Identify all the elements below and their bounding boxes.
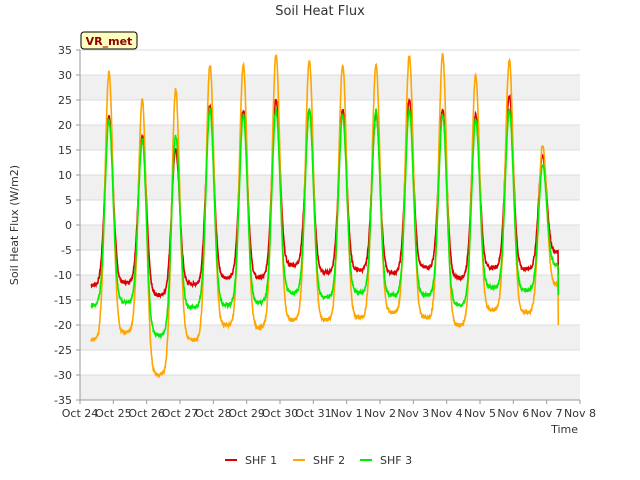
band (80, 300, 580, 325)
y-tick-label: -35 (54, 394, 72, 407)
legend-label: SHF 3 (380, 454, 412, 467)
band (80, 50, 580, 75)
x-tick-label: Nov 6 (497, 407, 529, 420)
y-tick-label: 25 (58, 94, 72, 107)
series-line-shf-3 (90, 106, 560, 340)
x-tick-label: Nov 8 (564, 407, 596, 420)
y-tick-label: 20 (58, 119, 72, 132)
x-tick-label: Nov 2 (364, 407, 396, 420)
x-tick-label: Nov 3 (397, 407, 429, 420)
x-tick-label: Oct 27 (162, 407, 199, 420)
y-tick-label: 10 (58, 169, 72, 182)
band (80, 125, 580, 150)
band (80, 375, 580, 400)
y-tick-label: 35 (58, 44, 72, 57)
y-tick-label: -5 (61, 244, 72, 257)
band (80, 100, 580, 125)
band (80, 225, 580, 250)
y-axis-ticks: -35 -30 -25 -20 -15 -10 -5 0 5 10 15 20 25 30 35 (54, 44, 80, 407)
x-axis-label: Time (550, 423, 578, 436)
grid-lines (80, 49, 580, 401)
x-tick-label: Oct 28 (195, 407, 232, 420)
x-tick-label: Nov 4 (431, 407, 463, 420)
band (80, 150, 580, 175)
x-tick-label: Nov 7 (531, 407, 563, 420)
band (80, 325, 580, 350)
x-tick-label: Oct 26 (128, 407, 165, 420)
series-layer (90, 52, 560, 379)
legend: SHF 1 SHF 2 SHF 3 (225, 454, 412, 467)
y-tick-label: -25 (54, 344, 72, 357)
x-tick-label: Oct 29 (228, 407, 265, 420)
x-tick-label: Nov 1 (331, 407, 363, 420)
legend-label: SHF 1 (245, 454, 277, 467)
x-tick-label: Oct 25 (95, 407, 132, 420)
y-tick-label: -20 (54, 319, 72, 332)
y-tick-label: 0 (65, 219, 72, 232)
y-tick-label: 30 (58, 69, 72, 82)
badge-box (80, 31, 138, 50)
x-tick-label: Oct 30 (262, 407, 299, 420)
station-badge: VR_met (80, 31, 138, 50)
y-tick-label: -10 (54, 269, 72, 282)
x-tick-label: Oct 24 (62, 407, 99, 420)
y-tick-label: 15 (58, 144, 72, 157)
band (80, 200, 580, 225)
legend-label: SHF 2 (313, 454, 345, 467)
x-tick-label: Nov 5 (464, 407, 496, 420)
y-tick-label: -15 (54, 294, 72, 307)
y-axis-label: Soil Heat Flux (W/m2) (8, 165, 21, 285)
y-tick-label: 5 (65, 194, 72, 207)
x-tick-label: Oct 31 (295, 407, 332, 420)
y-tick-label: -30 (54, 369, 72, 382)
badge-label: VR_met (86, 35, 133, 48)
band (80, 75, 580, 100)
band (80, 175, 580, 200)
chart-title: Soil Heat Flux (275, 4, 365, 19)
